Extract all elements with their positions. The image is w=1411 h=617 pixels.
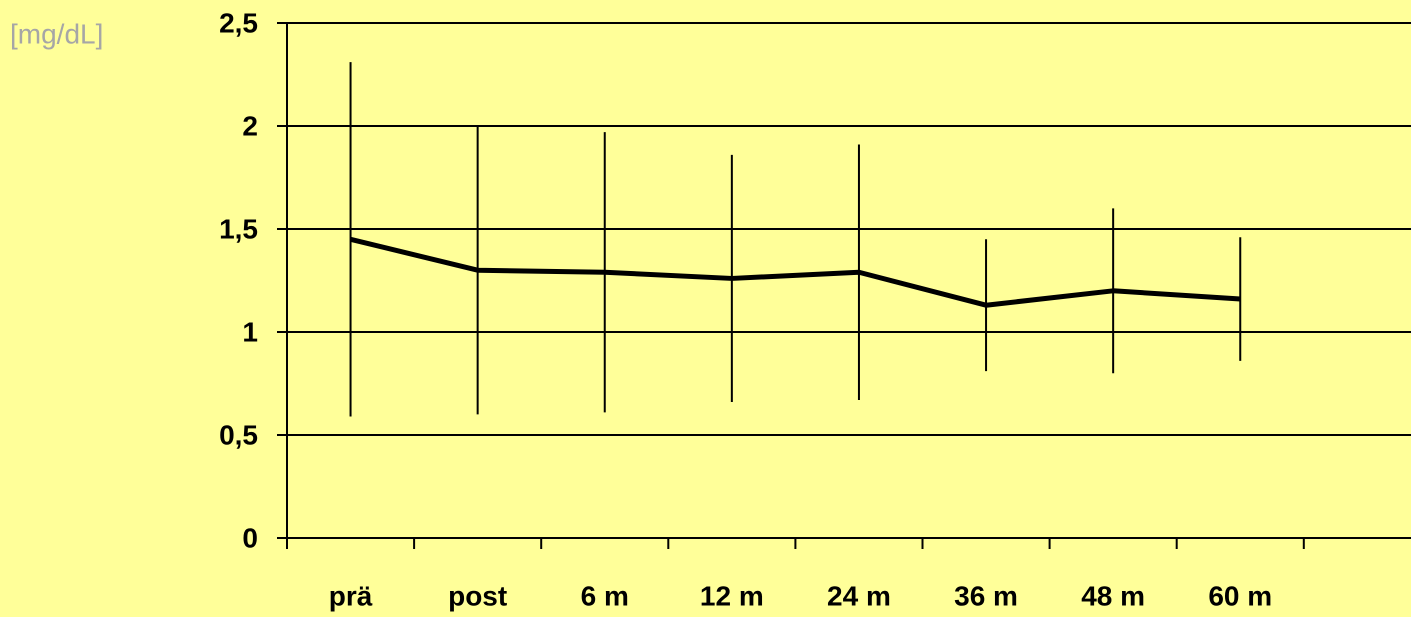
x-tick-label: prä xyxy=(329,580,373,611)
x-tick-label: 24 m xyxy=(827,580,891,611)
y-tick-label: 2,5 xyxy=(219,7,258,38)
y-tick-label: 0,5 xyxy=(219,419,258,450)
x-tick-label: 6 m xyxy=(581,580,629,611)
y-tick-label: 0 xyxy=(242,522,258,553)
x-tick-label: 48 m xyxy=(1081,580,1145,611)
y-tick-label: 1 xyxy=(242,316,258,347)
y-axis-label: [mg/dL] xyxy=(10,18,103,49)
y-tick-label: 1,5 xyxy=(219,213,258,244)
x-tick-label: 12 m xyxy=(700,580,764,611)
x-tick-label: 36 m xyxy=(954,580,1018,611)
x-tick-label: 60 m xyxy=(1208,580,1272,611)
data-line xyxy=(349,236,1241,308)
x-tick-label: post xyxy=(448,580,507,611)
y-tick-label: 2 xyxy=(242,110,258,141)
